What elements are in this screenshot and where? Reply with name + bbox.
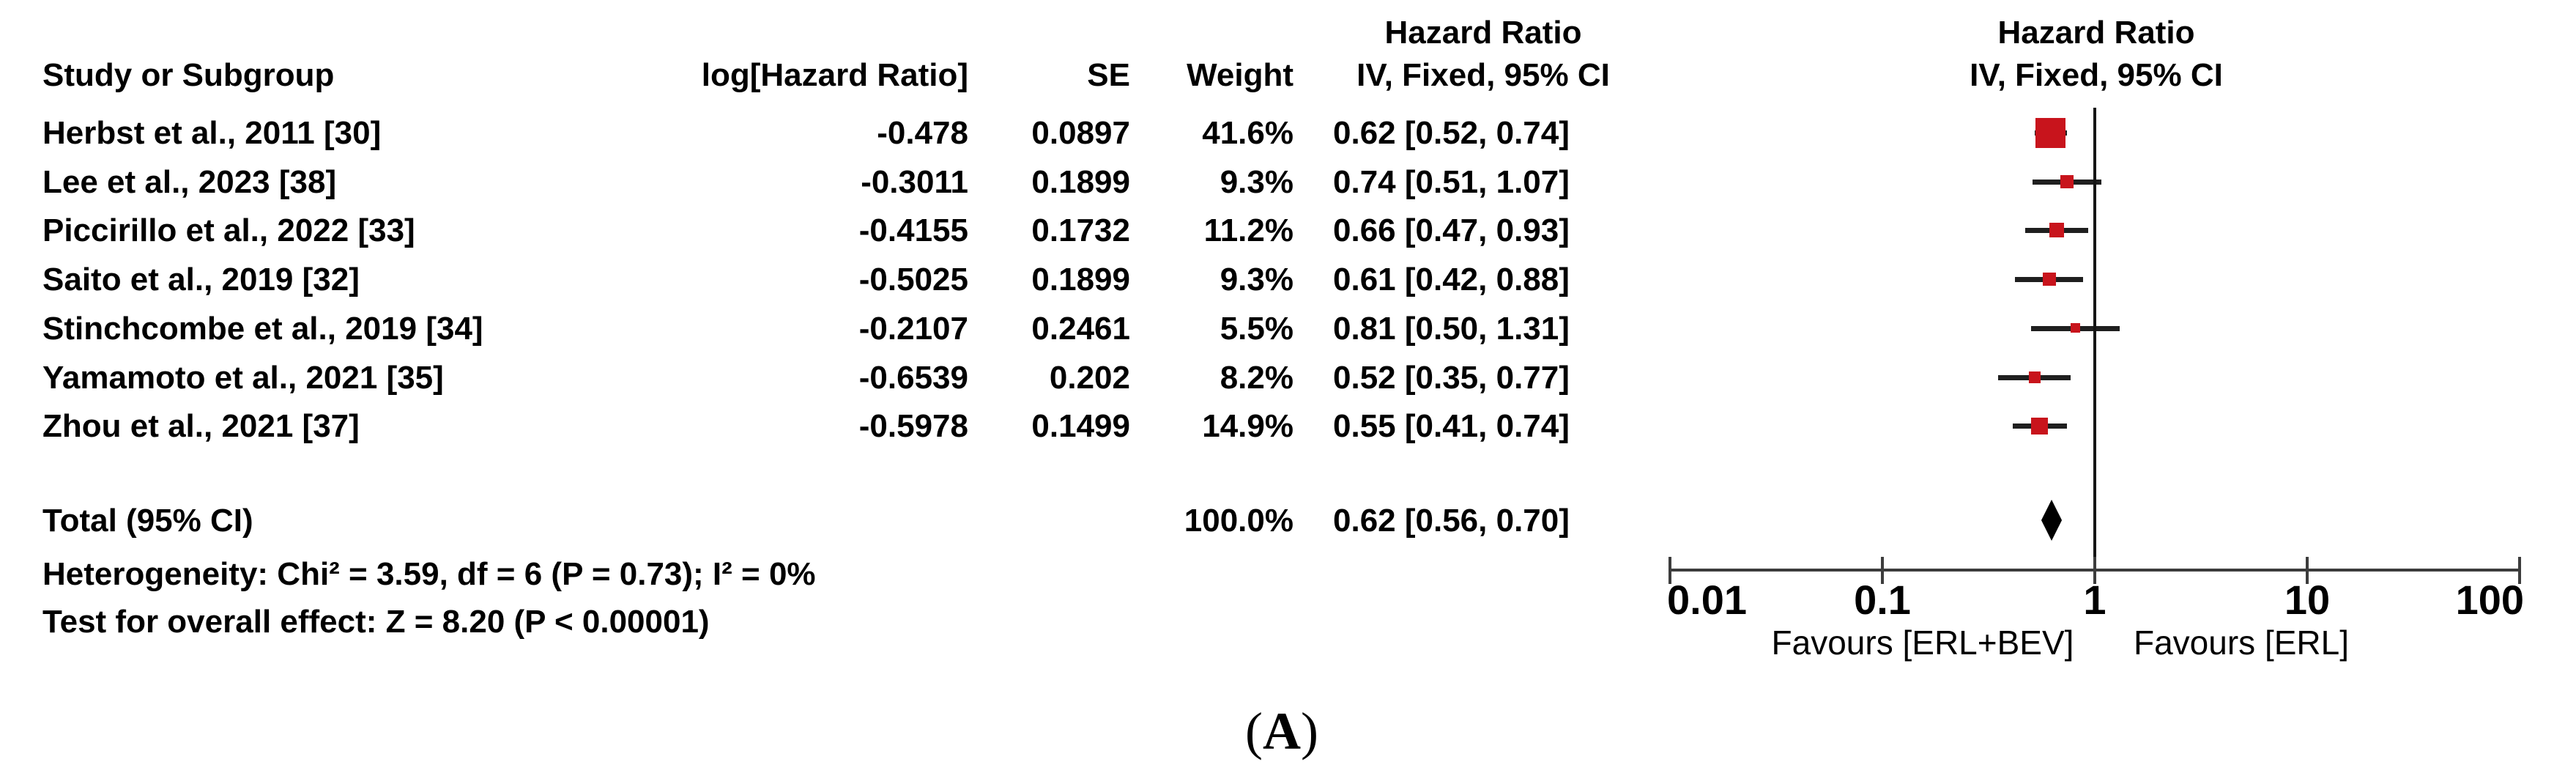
favours-right-label: Favours [ERL]: [2134, 624, 2349, 662]
weight-value: 8.2%: [1220, 359, 1293, 396]
se-value: 0.1732: [1031, 212, 1130, 249]
study-name: Saito et al., 2019 [32]: [42, 262, 360, 298]
axis-tick-label: 0.01: [1667, 577, 1747, 623]
caption-close-paren: ): [1301, 702, 1318, 761]
se-column-header: SE: [1087, 57, 1130, 93]
effect-square: [2070, 323, 2080, 333]
ci-value: 0.61 [0.42, 0.88]: [1333, 262, 1570, 298]
ci-value: 0.55 [0.41, 0.74]: [1333, 408, 1570, 445]
effect-square: [2049, 223, 2064, 238]
ci-value: 0.62 [0.52, 0.74]: [1333, 115, 1570, 151]
study-name: Piccirillo et al., 2022 [33]: [42, 212, 415, 249]
axis-tick: [2518, 557, 2521, 584]
log-hr-value: -0.5978: [858, 408, 968, 445]
total-ci-text: 0.62 [0.56, 0.70]: [1333, 503, 1570, 539]
ci-value: 0.81 [0.50, 1.31]: [1333, 310, 1570, 347]
log-hr-value: -0.2107: [858, 310, 968, 347]
header-rule-dark: [21, 100, 2565, 104]
log-hr-value: -0.5025: [858, 262, 968, 298]
axis-tick-label: 1: [2083, 577, 2107, 623]
weight-column-header: Weight: [1187, 57, 1293, 93]
weight-value: 5.5%: [1220, 310, 1293, 347]
total-weight: 100.0%: [1184, 503, 1293, 539]
axis-tick-label: 100: [2455, 577, 2524, 623]
ci-value: 0.66 [0.47, 0.93]: [1333, 212, 1570, 249]
effect-square: [2028, 371, 2041, 383]
effect-column-header-line2: IV, Fixed, 95% CI: [1356, 57, 1610, 93]
log-hr-value: -0.478: [877, 115, 968, 151]
study-name: Zhou et al., 2021 [37]: [42, 408, 360, 445]
study-name: Lee et al., 2023 [38]: [42, 163, 337, 200]
axis-tick-label: 0.1: [1854, 577, 1911, 623]
se-value: 0.1899: [1031, 163, 1130, 200]
heterogeneity-text: Heterogeneity: Chi² = 3.59, df = 6 (P = …: [42, 556, 816, 592]
caption-letter: A: [1263, 702, 1301, 761]
axis-tick: [2306, 557, 2309, 584]
plot-header-line1: Hazard Ratio: [1997, 15, 2195, 51]
se-value: 0.2461: [1031, 310, 1130, 347]
caption-open-paren: (: [1245, 702, 1263, 761]
null-effect-line: [2093, 108, 2096, 584]
weight-value: 14.9%: [1202, 408, 1293, 445]
study-column-header: Study or Subgroup: [42, 57, 335, 93]
study-name: Herbst et al., 2011 [30]: [42, 115, 382, 151]
overall-effect-text: Test for overall effect: Z = 8.20 (P < 0…: [42, 604, 710, 640]
header-rule-light: [21, 106, 2565, 108]
se-value: 0.1499: [1031, 408, 1130, 445]
weight-value: 41.6%: [1202, 115, 1293, 151]
weight-value: 9.3%: [1220, 262, 1293, 298]
plot-header-line2: IV, Fixed, 95% CI: [1970, 57, 2223, 93]
total-label: Total (95% CI): [42, 503, 253, 539]
se-value: 0.1899: [1031, 262, 1130, 298]
log-hr-value: -0.6539: [858, 359, 968, 396]
log-hr-value: -0.4155: [858, 212, 968, 249]
log-hr-column-header: log[Hazard Ratio]: [701, 57, 968, 93]
effect-square: [2060, 174, 2074, 188]
study-name: Stinchcombe et al., 2019 [34]: [42, 310, 483, 347]
axis-tick: [1669, 557, 1671, 584]
effect-column-header-line1: Hazard Ratio: [1384, 15, 1582, 51]
figure-caption: (A): [952, 702, 1611, 761]
effect-square: [2035, 117, 2066, 148]
ci-value: 0.74 [0.51, 1.07]: [1333, 163, 1570, 200]
total-diamond: [2041, 500, 2063, 541]
axis-tick-label: 10: [2284, 577, 2331, 623]
axis-tick: [1881, 557, 1884, 584]
axis-tick: [2093, 557, 2096, 584]
effect-square: [2042, 273, 2056, 286]
study-name: Yamamoto et al., 2021 [35]: [42, 359, 444, 396]
weight-value: 9.3%: [1220, 163, 1293, 200]
favours-left-label: Favours [ERL+BEV]: [1771, 624, 2074, 662]
se-value: 0.202: [1049, 359, 1130, 396]
log-hr-value: -0.3011: [861, 163, 968, 200]
ci-value: 0.52 [0.35, 0.77]: [1333, 359, 1570, 396]
effect-square: [2031, 417, 2049, 434]
weight-value: 11.2%: [1203, 212, 1293, 249]
se-value: 0.0897: [1031, 115, 1130, 151]
